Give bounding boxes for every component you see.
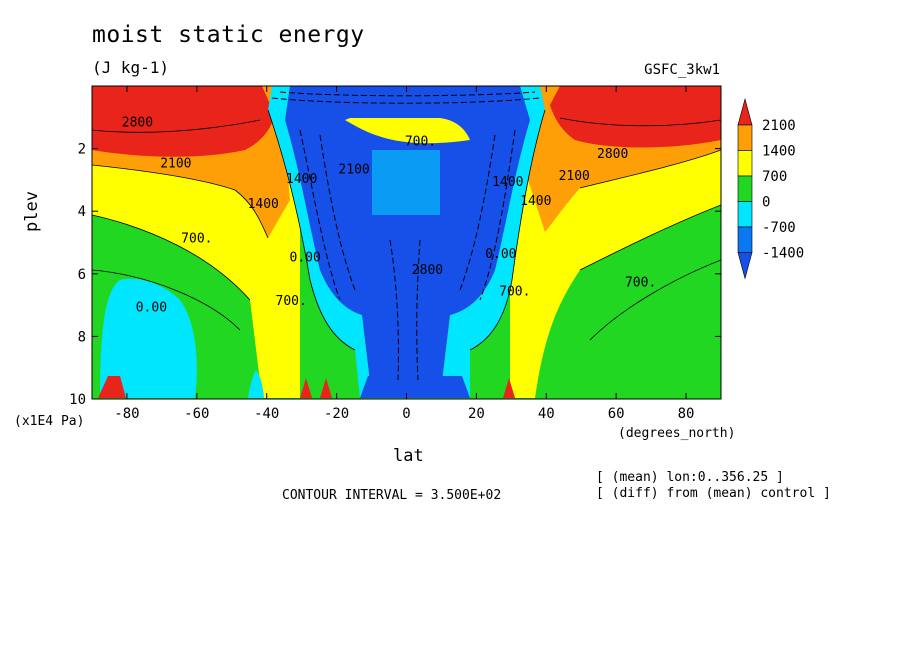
surface-blue-1 [360, 376, 392, 398]
filled-contours [92, 86, 721, 399]
contour-line [299, 129, 341, 301]
model-name: GSFC_3kw1 [644, 62, 720, 78]
contour-line [416, 239, 421, 381]
x-axis: -80 -60 -40 -20 0 20 40 60 80 [114, 86, 694, 422]
x-tick-label: -40 [254, 406, 279, 422]
contour-line [279, 91, 536, 97]
band-2100-right [550, 86, 721, 148]
contour-label: 700. [276, 294, 307, 309]
colorbar-bottom-arrow [737, 252, 753, 280]
contour-line [479, 129, 516, 301]
contour-line [389, 239, 399, 381]
x-tick-label: 40 [538, 406, 555, 422]
contour-line [579, 149, 721, 189]
contour-line [92, 164, 269, 239]
contour-label: 700. [499, 285, 530, 300]
y-axis: 2 4 6 8 10 [69, 142, 721, 408]
y-axis-unit: (x1E4 Pa) [14, 414, 85, 429]
x-tick-label: 20 [468, 406, 485, 422]
contour-line [559, 117, 721, 127]
colorbar-segment [737, 175, 753, 202]
contour-label: 2100 [559, 169, 590, 184]
colorbar-segment [737, 150, 753, 177]
x-tick-label: -20 [324, 406, 349, 422]
contour-line [579, 204, 721, 271]
contour-labels: 2800 2100 1400 700. 0.00 700. 0.00 1400 2100 700.… [122, 116, 657, 316]
x-axis-label: lat [393, 446, 424, 466]
contour-label: 2800 [412, 263, 443, 278]
colorbar-segment [737, 201, 753, 228]
band-top-yellow [345, 118, 470, 144]
y-tick-label: 4 [78, 204, 86, 220]
contour-label: 1400 [248, 197, 279, 212]
chart-units: (J kg-1) [92, 58, 170, 77]
y-tick-label: 10 [69, 392, 86, 408]
contour-label: 700. [405, 134, 436, 149]
surface-blue-2 [435, 376, 470, 398]
colorbar-label: -1400 [762, 246, 804, 262]
y-tick-label: 6 [78, 267, 86, 283]
colorbar-top-arrow [737, 97, 753, 126]
y-tick-label: 8 [78, 329, 86, 345]
contour-line [319, 134, 356, 291]
colorbar-segment [737, 124, 753, 151]
contour-line [267, 109, 356, 351]
contour-lines [92, 109, 721, 351]
mean-note: [ (mean) lon:0..356.25 ] [596, 470, 784, 485]
blob-cyan-40 [248, 370, 264, 398]
y-tick-label: 2 [78, 142, 86, 158]
surface-red-2 [300, 378, 312, 398]
colorbar-segment [737, 226, 753, 253]
contour-line [271, 97, 541, 104]
diff-note: [ (diff) from (mean) control ] [596, 486, 831, 501]
contour-label: 700. [181, 232, 212, 247]
contour-label: 2100 [338, 163, 369, 178]
contour-line [459, 134, 496, 291]
contour-line [589, 259, 721, 341]
band-2100 [92, 86, 275, 157]
x-tick-label: -60 [184, 406, 209, 422]
contour-interval: CONTOUR INTERVAL = 3.500E+02 [282, 488, 502, 503]
colorbar-label: 2100 [762, 118, 796, 134]
surface-red-1 [98, 376, 126, 398]
x-tick-label: 80 [678, 406, 695, 422]
contour-label: 2800 [122, 116, 153, 131]
band-inner-cyan [372, 150, 440, 215]
band-neg-1400 [285, 86, 530, 398]
contour-label: 2100 [160, 156, 191, 171]
contour-line [92, 269, 241, 331]
x-tick-label: -80 [114, 406, 139, 422]
negative-contour-lines [271, 91, 541, 381]
contour-line [92, 119, 261, 133]
contour-label: 2800 [597, 147, 628, 162]
chart-title: moist static energy [92, 22, 365, 48]
contour-label: 700. [625, 275, 656, 290]
x-tick-label: 60 [608, 406, 625, 422]
contour-line [469, 109, 546, 351]
surface-red-3 [320, 378, 332, 398]
contour-label: 0.00 [136, 300, 167, 315]
contour-label: 1400 [492, 175, 523, 190]
contour-line [92, 214, 251, 301]
x-axis-unit: (degrees_north) [618, 426, 736, 441]
colorbar-label: -700 [762, 220, 796, 236]
contour-label: 1400 [286, 172, 317, 187]
colorbar-label: 700 [762, 169, 787, 185]
colorbar-label: 0 [762, 195, 770, 211]
contour-label: 0.00 [290, 250, 321, 265]
contour-label: 0.00 [485, 247, 516, 262]
blob-left-cyan [100, 278, 197, 398]
surface-red-4 [503, 378, 515, 398]
contour-label: 1400 [520, 194, 551, 209]
x-tick-label: 0 [402, 406, 410, 422]
colorbar-label: 1400 [762, 144, 796, 160]
colorbar: 2100 1400 700 0 -700 -1400 [737, 97, 804, 280]
